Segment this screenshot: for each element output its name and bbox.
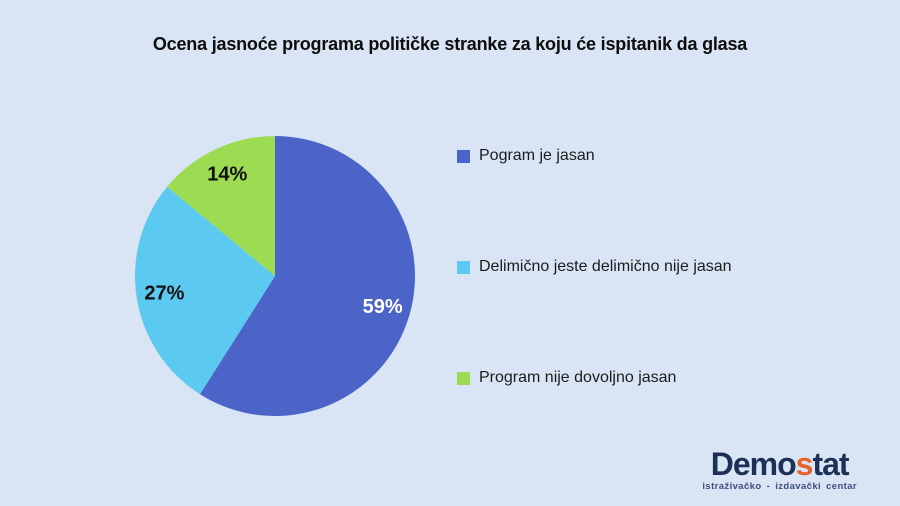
pie-slice-label: 27% [144, 283, 184, 305]
logo-accent-letter: s [795, 446, 814, 482]
logo-part1: Demo [710, 446, 797, 482]
legend-item: Program nije dovoljno jasan [457, 369, 732, 387]
logo-tagline: istraživačko - izdavački centar [702, 481, 857, 492]
pie-chart: 59% 27% 14% [135, 136, 415, 416]
legend-marker-icon [457, 371, 470, 385]
legend-label: Delimično jeste delimično nije jasan [479, 258, 732, 275]
legend-label: Program nije dovoljno jasan [479, 369, 677, 386]
chart-title: Ocena jasnoće programa političke stranke… [152, 34, 748, 54]
pie-slice [135, 186, 275, 395]
pie-slice [167, 136, 275, 276]
logo-wordmark: Demostat [702, 448, 857, 480]
logo-part2: tat [812, 446, 849, 482]
legend-marker-icon [457, 149, 470, 163]
pie-slice-label: 14% [207, 164, 247, 186]
legend: Pogram je jasan Delimično jeste delimično… [457, 147, 732, 387]
legend-item: Delimično jeste delimično nije jasan [457, 258, 732, 276]
pie-slice [199, 136, 415, 416]
legend-item: Pogram je jasan [457, 147, 732, 165]
legend-marker-icon [457, 260, 470, 274]
legend-label: Pogram je jasan [479, 147, 595, 164]
demostat-logo: Demostat istraživačko - izdavački centar [702, 448, 857, 492]
pie-slice-label: 59% [363, 296, 403, 318]
